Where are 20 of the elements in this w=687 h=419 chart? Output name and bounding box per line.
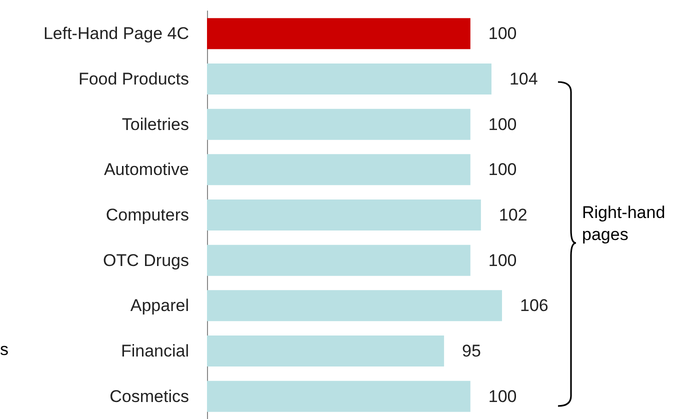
data-label: 100 [488, 114, 517, 134]
data-label: 106 [520, 296, 548, 316]
data-label: 95 [462, 342, 481, 360]
text: s [0, 339, 8, 361]
y-tick-label: Financial [120, 342, 189, 360]
data-label: 102 [498, 206, 528, 224]
data-label: 100 [488, 160, 517, 180]
data-label: 104 [509, 70, 538, 88]
data-label: 100 [488, 24, 517, 44]
y-tick-label: Cosmetics [110, 386, 189, 406]
data-label: 100 [488, 386, 517, 406]
y-tick-label: Apparel [130, 296, 189, 316]
data-label: 100 [488, 250, 517, 270]
y-tick-label: Food Products [78, 70, 189, 88]
y-tick-label: Computers [106, 206, 189, 224]
y-tick-label: OTC Drugs [103, 250, 189, 270]
y-tick-label: Automotive [104, 160, 189, 180]
y-tick-label: Toiletries [122, 114, 189, 134]
y-tick-label: Left-Hand Page 4C [43, 24, 189, 44]
text: Right-hand pages [582, 202, 666, 246]
